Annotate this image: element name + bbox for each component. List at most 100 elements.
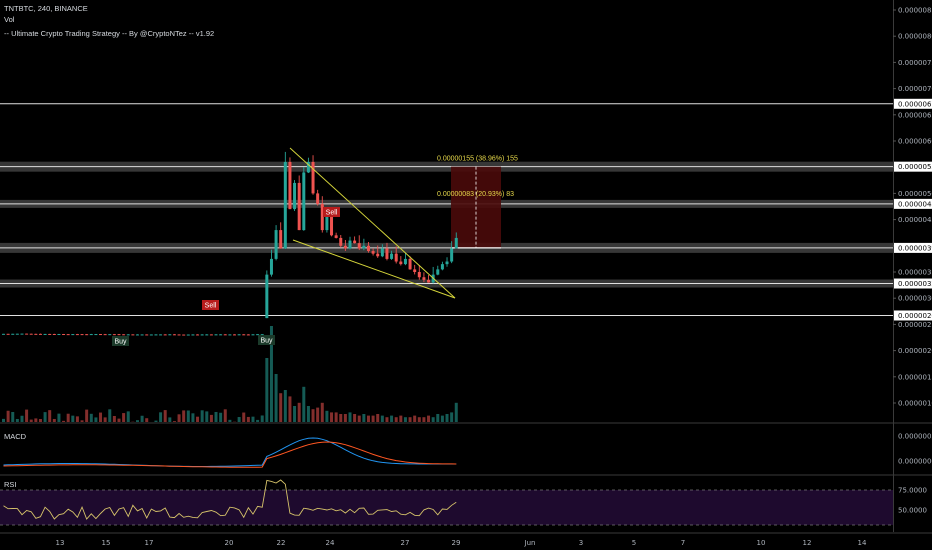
candle-body <box>376 253 380 257</box>
signal-box <box>258 335 275 345</box>
volume-bar <box>219 412 223 422</box>
volume-bar <box>52 418 56 422</box>
candle-body <box>325 216 329 231</box>
macd-tick-label: 0.00000000 <box>898 458 932 466</box>
volume-bar <box>357 415 361 422</box>
candle-body <box>2 333 5 335</box>
volume-bar <box>15 418 19 422</box>
signal-box <box>323 207 340 217</box>
candle-body <box>34 333 38 335</box>
candle-body <box>52 333 56 335</box>
candle-body <box>256 334 260 336</box>
price-tick-label: 0.00000250 <box>898 321 932 329</box>
volume-bar <box>274 374 278 422</box>
volume-bar <box>159 412 163 422</box>
candle-body <box>316 193 320 204</box>
candle-body <box>380 248 384 257</box>
volume-bar <box>265 358 269 422</box>
falling-wedge <box>289 147 456 299</box>
time-tick-label: Jun <box>524 539 536 547</box>
candle-body <box>29 333 33 335</box>
candle-body <box>385 248 389 259</box>
volume-bar <box>99 412 103 422</box>
candle-body <box>131 334 135 336</box>
volume-bar <box>209 414 213 422</box>
candle-body <box>15 333 19 335</box>
candle-body <box>233 334 236 336</box>
time-tick-label: 13 <box>56 539 65 547</box>
volume-bar <box>71 415 75 422</box>
candle-body <box>306 161 310 173</box>
strategy-indicator-label[interactable]: -- Ultimate Crypto Trading Strategy -- B… <box>4 29 214 38</box>
volume-bar <box>454 402 458 422</box>
candle-body <box>223 334 227 336</box>
candle-body <box>297 182 301 231</box>
candle-body <box>85 334 89 336</box>
signal-text: Buy <box>114 339 127 346</box>
time-axis: 13 15 17 20 22 24 27 29 Jun 3 5 7 10 12 14 <box>56 539 867 547</box>
volume-bar <box>11 411 15 422</box>
volume-bar <box>214 411 218 422</box>
candle-body <box>246 334 250 336</box>
candle-body <box>408 258 412 270</box>
volume-bar <box>223 409 227 422</box>
signal-text: Sell <box>326 210 338 217</box>
wedge-lower-line <box>292 239 456 299</box>
measurement-label: 0.00000083 (20.93%) 83 <box>437 191 514 198</box>
candle-body <box>417 272 421 278</box>
volume-bar <box>311 409 315 422</box>
volume-bar <box>85 409 89 422</box>
candle-body <box>427 279 431 283</box>
time-tick-label: 7 <box>681 539 685 547</box>
candle-body <box>122 334 126 336</box>
volume-bar <box>279 393 283 422</box>
volume-bar <box>417 417 421 422</box>
volume-bar <box>320 402 324 422</box>
time-tick-label: 5 <box>632 539 636 547</box>
candle-body <box>177 334 181 336</box>
candle-body <box>334 235 338 238</box>
candle-body <box>25 333 29 335</box>
volume-bar <box>117 418 121 422</box>
candle-body <box>454 237 458 249</box>
volume-bar <box>371 415 375 422</box>
measurement-label: 0.00000155 (38.96%) 155 <box>437 156 518 163</box>
candle-body <box>269 258 273 275</box>
volume-bar <box>43 412 47 422</box>
candle-body <box>228 334 232 336</box>
candle-body <box>348 240 352 249</box>
candle-body <box>94 334 98 336</box>
symbol-title[interactable]: TNTBTC, 240, BINANCE <box>4 4 88 13</box>
volume-bar <box>431 417 435 422</box>
rsi-label[interactable]: RSI <box>4 480 17 489</box>
volume-bar <box>145 418 149 422</box>
macd-label[interactable]: MACD <box>4 432 27 441</box>
candle-body <box>159 334 163 336</box>
candle-body <box>445 261 449 265</box>
level-price-label: 0.00000551 <box>898 163 932 171</box>
candle-body <box>57 334 61 336</box>
time-tick-label: 17 <box>145 539 154 547</box>
volume-bar <box>200 410 204 422</box>
volume-bar <box>122 413 126 422</box>
volume-indicator-label[interactable]: Vol <box>4 15 15 24</box>
candle-body <box>163 334 167 336</box>
candle-body <box>339 237 343 246</box>
grid-layer <box>0 0 932 534</box>
volume-bar <box>168 417 172 422</box>
volume-bar <box>445 414 449 422</box>
volume-bar <box>237 417 241 422</box>
volume-bar <box>251 416 255 422</box>
volume-bar <box>25 409 29 422</box>
rsi-band <box>0 490 893 525</box>
candle-body <box>403 258 407 265</box>
price-tick-label: 0.00000350 <box>898 269 932 277</box>
candle-body <box>288 161 292 210</box>
volume-bar <box>163 410 167 422</box>
price-tick-label: 0.00000300 <box>898 295 932 303</box>
volume-bar <box>80 420 84 422</box>
volume-bar <box>6 410 10 422</box>
volume-bar <box>89 413 93 422</box>
price-tick-label: 0.00000600 <box>898 138 932 146</box>
